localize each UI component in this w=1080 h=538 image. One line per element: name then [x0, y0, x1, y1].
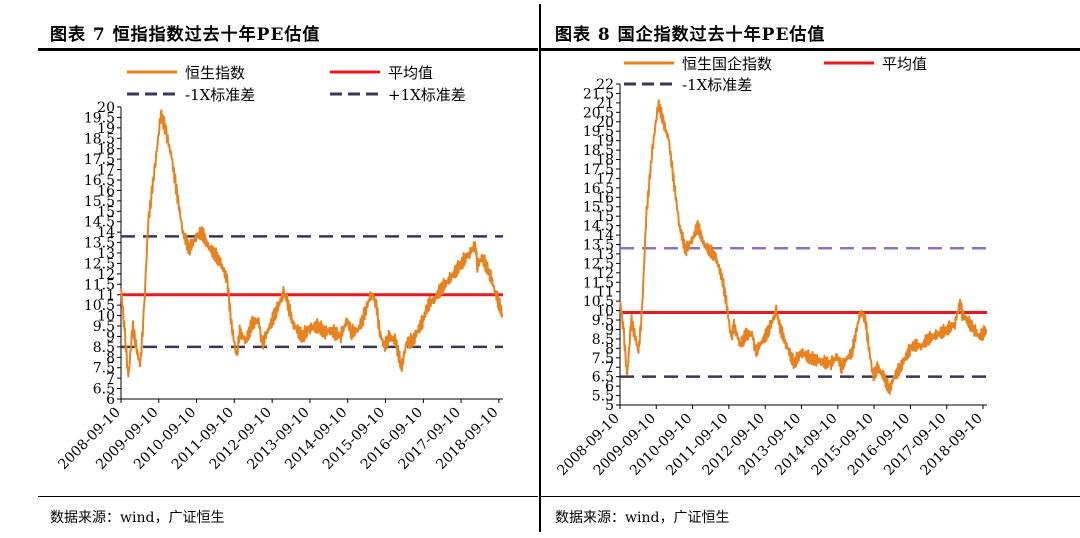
- pe-series-line: [120, 109, 504, 378]
- hsi-pe-chart: 66.577.588.599.51010.51111.51212.51313.5…: [55, 64, 504, 473]
- y-tick-label: 6.5: [93, 382, 115, 398]
- y-tick-label: 22: [596, 77, 614, 93]
- panel-title: 图表 7 恒指指数过去十年PE估值: [50, 25, 321, 45]
- y-tick-label: 8: [106, 350, 115, 366]
- title-rule: [541, 48, 1080, 51]
- y-tick-label: 7: [605, 360, 614, 376]
- y-tick-label: 14: [97, 225, 115, 241]
- y-tick-label: 16.5: [84, 173, 115, 189]
- y-tick-label: 15.5: [583, 200, 614, 216]
- y-tick-label: 21: [596, 96, 614, 112]
- y-tick-label: 6: [605, 379, 614, 395]
- pe-series-line: [619, 99, 988, 395]
- y-tick-label: 15: [97, 204, 115, 220]
- y-tick-label: 18: [97, 142, 115, 158]
- y-tick-label: 8.5: [93, 340, 115, 356]
- source-note: 数据来源：wind，广证恒生: [50, 510, 225, 526]
- y-tick-label: 13: [97, 246, 115, 262]
- y-tick-label: 16: [596, 190, 614, 206]
- y-tick-label: 15: [596, 209, 614, 225]
- legend-label: 平均值: [882, 55, 927, 73]
- y-tick-label: 9.5: [93, 319, 115, 335]
- y-tick-label: 19.5: [583, 124, 614, 140]
- panel-title: 图表 8 国企指数过去十年PE估值: [555, 25, 826, 45]
- y-tick-label: 13.5: [84, 236, 115, 252]
- y-tick-label: 20: [596, 115, 614, 131]
- y-tick-label: 10: [97, 309, 115, 325]
- hsi-panel: 图表 7 恒指指数过去十年PE估值 6 6.5 7 7.5 8 8.5 9 9.5 10 10.5…: [38, 25, 538, 526]
- y-tick-label: 17.5: [84, 152, 115, 168]
- source-rule: [541, 496, 1080, 497]
- legend-label: -1X标准差: [682, 76, 752, 94]
- y-tick-label: 12: [596, 266, 614, 282]
- y-tick-label: 20: [97, 100, 115, 116]
- y-tick-label: 9.5: [592, 313, 614, 329]
- y-tick-label: 17: [97, 163, 115, 179]
- source-note: 数据来源：wind，广证恒生: [555, 510, 730, 526]
- y-tick-label: 11.5: [84, 277, 115, 293]
- hscei-panel: 图表 8 国企指数过去十年PE估值 5 5.5 6 6.5 7 7.5 8 8.5 9 9.5 10…: [541, 0, 1080, 538]
- y-tick-label: 8.5: [592, 332, 614, 348]
- y-tick-label: 9: [605, 322, 614, 338]
- y-tick-label: 18.5: [583, 143, 614, 159]
- y-tick-label: 19: [596, 134, 614, 150]
- y-tick-label: 14: [596, 228, 614, 244]
- y-tick-label: 7.5: [93, 361, 115, 377]
- legend-label: +1X标准差: [388, 86, 466, 104]
- y-tick-label: 15.5: [84, 194, 115, 210]
- y-tick-label: 8: [605, 341, 614, 357]
- source-rule: [38, 496, 538, 497]
- y-tick-label: 16.5: [583, 181, 614, 197]
- y-tick-label: 17.5: [583, 162, 614, 178]
- y-tick-label: 19: [97, 121, 115, 137]
- y-tick-label: 14.5: [583, 219, 614, 235]
- y-tick-label: 12.5: [583, 256, 614, 272]
- y-tick-label: 20.5: [583, 105, 614, 121]
- y-tick-label: 21.5: [583, 86, 614, 102]
- y-tick-label: 9: [106, 329, 115, 345]
- y-tick-label: 6.5: [592, 370, 614, 386]
- y-tick-label: 5.5: [592, 389, 614, 405]
- y-tick-label: 12: [97, 267, 115, 283]
- y-tick-label: 5: [605, 398, 614, 414]
- y-tick-label: 11: [596, 285, 614, 301]
- y-tick-label: 14.5: [84, 215, 115, 231]
- y-tick-label: 10.5: [84, 298, 115, 314]
- y-tick-label: 17: [596, 171, 614, 187]
- y-tick-label: 18: [596, 153, 614, 169]
- legend-label: 恒生指数: [185, 64, 245, 82]
- legend-label: -1X标准差: [185, 86, 255, 104]
- y-tick-label: 18.5: [84, 131, 115, 147]
- y-tick-label: 10.5: [583, 294, 614, 310]
- legend-label: 恒生国企指数: [682, 55, 772, 73]
- legend-label: 平均值: [388, 64, 433, 82]
- y-tick-label: 13.5: [583, 238, 614, 254]
- y-tick-label: 11.5: [583, 275, 614, 291]
- y-tick-label: 16: [97, 183, 115, 199]
- y-tick-label: 11: [97, 288, 115, 304]
- y-tick-label: 7: [106, 371, 115, 387]
- panel-divider: [539, 4, 541, 532]
- title-rule: [38, 48, 538, 51]
- y-tick-label: 19.5: [84, 110, 115, 126]
- hscei-pe-chart: 55.566.577.588.599.51010.51111.51212.513…: [554, 55, 988, 479]
- y-tick-label: 7.5: [592, 351, 614, 367]
- y-tick-label: 13: [596, 247, 614, 263]
- y-tick-label: 6: [106, 392, 115, 408]
- y-tick-label: 12.5: [84, 256, 115, 272]
- y-tick-label: 10: [596, 304, 614, 320]
